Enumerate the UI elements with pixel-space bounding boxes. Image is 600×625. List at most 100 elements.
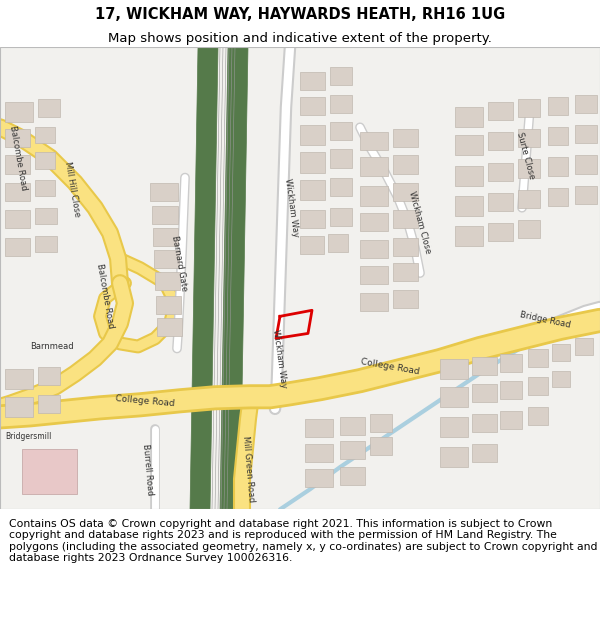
Bar <box>5 238 30 256</box>
Bar <box>35 127 55 143</box>
Text: College Road: College Road <box>115 394 175 408</box>
Bar <box>330 95 352 113</box>
Bar <box>360 266 388 284</box>
Bar <box>488 132 513 151</box>
Text: Contains OS data © Crown copyright and database right 2021. This information is : Contains OS data © Crown copyright and d… <box>9 519 598 563</box>
Text: 17, WICKHAM WAY, HAYWARDS HEATH, RH16 1UG: 17, WICKHAM WAY, HAYWARDS HEATH, RH16 1U… <box>95 6 505 21</box>
Bar <box>35 236 57 252</box>
Bar <box>360 186 388 206</box>
Bar <box>360 293 388 311</box>
Text: College Road: College Road <box>360 357 420 376</box>
Bar <box>472 384 497 402</box>
Bar <box>330 122 352 141</box>
Bar <box>455 226 483 246</box>
Bar <box>340 467 365 485</box>
Text: Mill Hill Close: Mill Hill Close <box>62 161 82 218</box>
Bar <box>360 213 388 231</box>
Bar <box>38 99 60 118</box>
Bar <box>150 182 178 201</box>
Bar <box>154 250 179 268</box>
Bar <box>518 99 540 118</box>
Text: Barnard Gate: Barnard Gate <box>170 234 188 292</box>
Bar <box>153 228 178 246</box>
Bar <box>5 102 33 122</box>
Bar <box>518 129 540 148</box>
Text: Barnmead: Barnmead <box>30 342 74 351</box>
Bar <box>5 397 33 417</box>
Bar <box>500 411 522 429</box>
Bar <box>300 179 325 200</box>
Bar <box>575 339 593 354</box>
Bar <box>393 156 418 174</box>
Bar <box>305 469 333 488</box>
Bar <box>500 381 522 399</box>
Bar <box>360 158 388 176</box>
Bar <box>518 189 540 208</box>
Bar <box>5 369 33 389</box>
Text: Balcombe Road: Balcombe Road <box>8 124 28 191</box>
Bar <box>455 107 483 127</box>
Text: Bridge Road: Bridge Road <box>519 311 571 330</box>
Bar <box>552 371 570 387</box>
Bar <box>575 156 597 174</box>
Bar <box>300 152 325 173</box>
Bar <box>330 177 352 196</box>
Bar <box>330 149 352 168</box>
Bar <box>440 417 468 437</box>
Bar <box>370 414 392 432</box>
Bar <box>5 129 30 148</box>
Bar <box>393 129 418 148</box>
Bar <box>455 166 483 186</box>
Text: Wickham Way: Wickham Way <box>283 178 301 238</box>
Bar <box>500 354 522 372</box>
Bar <box>548 158 568 176</box>
Bar <box>370 437 392 455</box>
Text: Balcombe Road: Balcombe Road <box>95 263 115 329</box>
Bar <box>328 234 348 252</box>
Bar <box>393 263 418 281</box>
Bar <box>35 179 55 196</box>
Bar <box>152 206 178 224</box>
Bar <box>300 125 325 146</box>
Bar <box>440 447 468 467</box>
Bar <box>305 419 333 437</box>
Polygon shape <box>220 47 248 509</box>
Text: Mill Green Road: Mill Green Road <box>241 436 256 502</box>
Text: Bridgersmill: Bridgersmill <box>5 432 51 441</box>
Bar <box>360 240 388 258</box>
Bar <box>488 192 513 211</box>
Bar <box>305 444 333 462</box>
Bar <box>440 387 468 407</box>
Bar <box>156 296 181 314</box>
Bar <box>518 220 540 238</box>
Bar <box>340 417 365 435</box>
Text: Wickham Way: Wickham Way <box>271 329 289 389</box>
Bar <box>575 186 597 204</box>
Bar <box>575 95 597 113</box>
Bar <box>155 272 180 290</box>
Bar <box>38 367 60 385</box>
Bar <box>330 208 352 226</box>
Bar <box>472 444 497 462</box>
Bar <box>548 127 568 146</box>
Bar <box>5 156 30 174</box>
Bar <box>455 196 483 216</box>
Bar <box>488 162 513 181</box>
Bar <box>35 208 57 224</box>
Polygon shape <box>190 47 218 509</box>
Bar <box>472 356 497 374</box>
Bar <box>300 210 325 228</box>
Bar <box>300 72 325 90</box>
Bar <box>300 236 324 254</box>
Bar <box>38 395 60 413</box>
Bar <box>528 377 548 395</box>
Bar <box>5 182 30 201</box>
Text: Wickham Close: Wickham Close <box>407 191 433 255</box>
Bar <box>330 67 352 85</box>
Bar <box>455 136 483 156</box>
Bar <box>35 152 55 169</box>
Text: Map shows position and indicative extent of the property.: Map shows position and indicative extent… <box>108 32 492 45</box>
Text: Surte Close: Surte Close <box>515 131 536 180</box>
Bar <box>472 414 497 432</box>
Text: Burrell Road: Burrell Road <box>141 443 155 496</box>
